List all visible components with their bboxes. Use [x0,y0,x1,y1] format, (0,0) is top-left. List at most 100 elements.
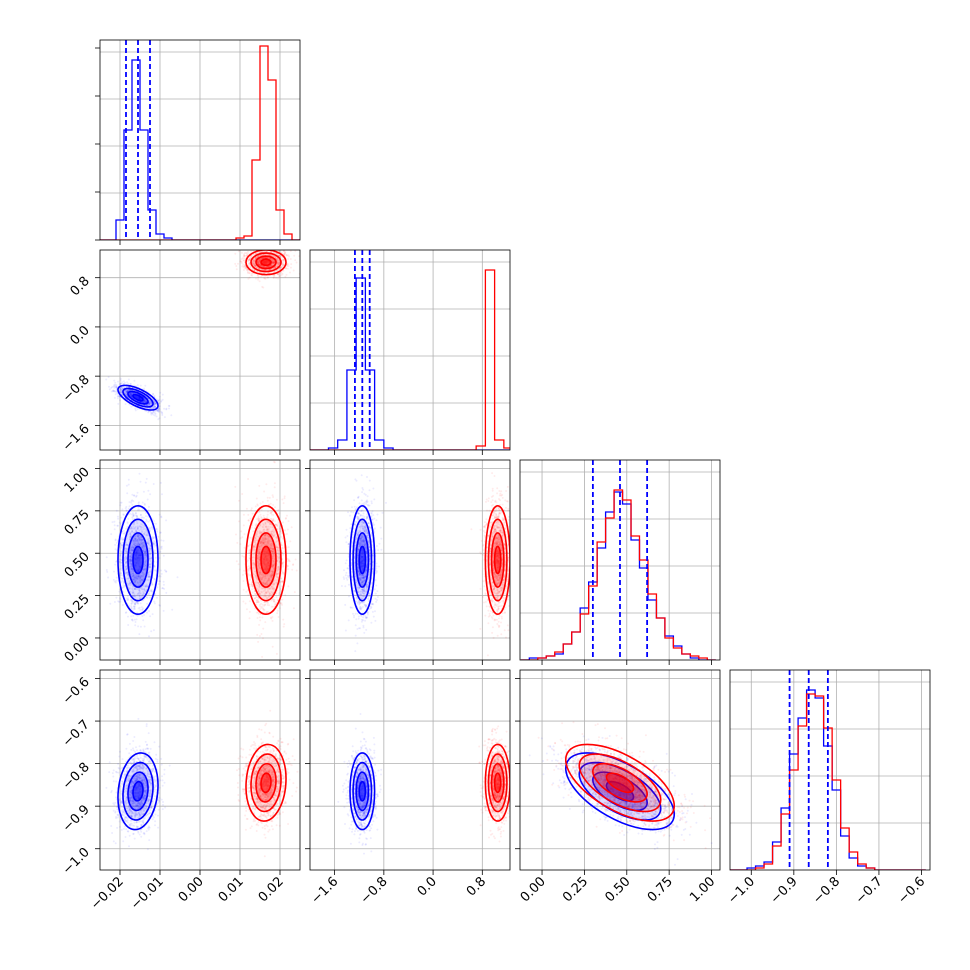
scatter-point [119,600,122,603]
scatter-point [147,509,150,512]
scatter-point [130,395,133,398]
scatter-point [158,580,161,583]
scatter-point [149,615,152,618]
scatter-point [120,386,123,389]
scatter-point [139,625,142,628]
scatter-point [258,259,261,262]
scatter-point [162,539,165,542]
scatter-point [151,613,154,616]
scatter-point [152,405,155,408]
scatter-point [278,261,281,264]
scatter-point [145,477,148,480]
scatter-point [235,265,238,267]
scatter-point [143,502,146,505]
scatter-point [143,399,146,402]
scatter-point [287,263,290,266]
scatter-point [112,389,115,392]
scatter-point [119,504,122,507]
scatter-point [285,267,288,270]
scatter-point [115,386,118,389]
scatter-point [148,403,151,406]
scatter-point [113,385,116,388]
scatter-point [115,388,118,390]
scatter-point [119,399,121,402]
scatter-point [148,403,151,405]
scatter-point [245,269,248,271]
scatter-point [235,268,238,271]
scatter-point [257,640,260,643]
scatter-point [143,400,146,403]
scatter-point [270,264,273,267]
scatter-point [121,388,123,391]
scatter-point [134,621,137,623]
panel-0-0 [95,39,301,245]
scatter-point [114,563,117,566]
scatter-point [109,602,112,605]
scatter-point [127,388,130,391]
scatter-point [280,266,283,269]
scatter-point [245,507,248,510]
scatter-point [252,259,255,262]
scatter-point [283,495,286,498]
scatter-point [120,386,122,389]
scatter-point [142,619,145,622]
scatter-point [131,392,134,395]
scatter-point [278,260,281,262]
scatter-point [161,414,164,416]
scatter-point [144,404,147,407]
scatter-point [144,398,146,401]
scatter-point [115,596,118,599]
scatter-point [152,411,155,413]
scatter-point [143,398,146,401]
scatter-point [145,401,148,403]
scatter-point [244,265,247,268]
scatter-point [139,384,142,387]
scatter-point [247,594,250,596]
scatter-point [159,481,162,484]
scatter-point [271,261,274,264]
scatter-point [113,396,116,399]
scatter-point [278,275,280,278]
scatter-point [124,391,127,394]
scatter-point [253,259,256,262]
scatter-point [114,539,117,542]
scatter-point [121,508,124,511]
scatter-point [248,272,251,275]
scatter-point [159,550,162,553]
scatter-point [260,264,263,267]
scatter-point [155,415,158,418]
scatter-point [298,255,300,258]
scatter-point [283,252,286,254]
panel-2-0: 0.000.250.500.751.00 [62,459,301,665]
scatter-point [278,274,281,277]
scatter-point [272,261,275,264]
scatter-point [143,387,146,390]
scatter-point [274,256,277,259]
scatter-point [257,261,260,264]
scatter-point [142,401,145,404]
scatter-point [251,272,254,275]
scatter-point [257,254,260,257]
scatter-point [147,403,150,406]
scatter-point [124,393,127,396]
scatter-point [114,581,117,584]
scatter-point [137,625,140,628]
scatter-point [157,408,160,411]
contour-level-3 [260,258,272,267]
scatter-point [119,388,122,391]
scatter-point [124,393,127,396]
scatter-point [278,276,281,279]
scatter-point [147,505,150,508]
scatter-point [261,655,264,658]
scatter-point [127,624,130,626]
scatter-point [276,609,279,612]
scatter-point [277,273,280,276]
scatter-point [284,275,287,278]
scatter-point [240,260,243,263]
scatter-point [271,261,274,264]
scatter-point [161,411,163,414]
scatter-point [130,405,133,408]
scatter-point [241,265,244,268]
scatter-point [275,246,277,248]
scatter-point [242,269,245,271]
